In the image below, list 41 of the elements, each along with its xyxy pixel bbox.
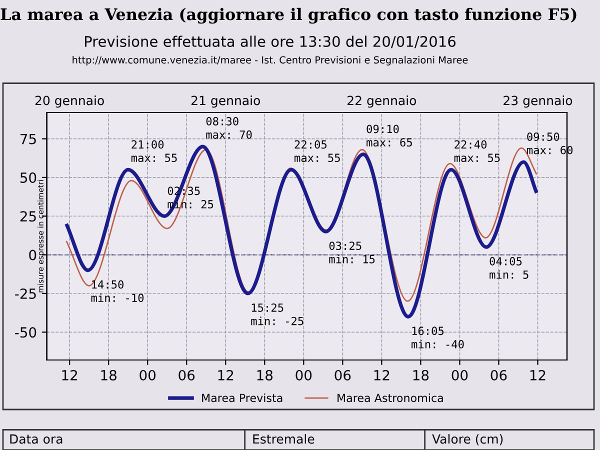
text: Data ora — [10, 434, 62, 444]
annotation: 08:30 max: 70 — [206, 117, 252, 139]
annotation: 03:25 min: 15 — [329, 242, 375, 264]
chart-title: La marea a Venezia (aggiornare il grafico con tasto funzione F5) — [0, 8, 576, 24]
legend-label: Marea Prevista — [202, 394, 282, 402]
y-tick-label: -25 — [15, 288, 36, 299]
x-tick-label: 12 — [218, 370, 234, 380]
x-tick-label: 18 — [413, 370, 429, 380]
x-tick-label: 06 — [490, 370, 507, 380]
x-tick-label: 12 — [530, 370, 546, 380]
y-tick-label: 0 — [29, 250, 36, 260]
x-tick-label: 18 — [101, 370, 116, 380]
x-tick-label: 06 — [178, 370, 195, 380]
text: Valore (cm) — [432, 434, 503, 446]
text: Estremale — [253, 434, 314, 444]
annotation: 04:05 min: 5 — [490, 257, 528, 279]
x-tick-label: 18 — [257, 370, 273, 380]
y-tick-label: 25 — [20, 211, 36, 222]
x-tick-label: 12 — [62, 370, 78, 380]
x2-tick-label: 22 gennaio — [348, 96, 416, 108]
annotation: 14:50 min: -10 — [91, 280, 144, 302]
x2-tick-label: 23 gennaio — [504, 96, 572, 108]
chart-subtitle: Previsione effettuata alle ore 13:30 del 20/01/2016 — [84, 36, 456, 48]
y-tick-label: 75 — [20, 134, 36, 144]
y-tick-label: -50 — [15, 327, 36, 338]
x-tick-label: 00 — [296, 370, 312, 380]
annotation: 15:25 min: -25 — [251, 303, 304, 326]
x-tick-label: 06 — [334, 370, 351, 380]
annotation: 22:40 max: 55 — [454, 140, 500, 162]
x-tick-label: 12 — [374, 370, 390, 380]
annotation: 21:00 max: 55 — [131, 140, 177, 162]
annotation: 16:05 min: -40 — [412, 326, 464, 348]
legend-label: Marea Astronomica — [338, 394, 443, 402]
annotation: 09:10 max: 65 — [366, 124, 412, 147]
x2-tick-label: 21 gennaio — [191, 96, 260, 108]
y-tick-label: 50 — [20, 172, 36, 183]
annotation: 22:05 max: 55 — [294, 140, 340, 162]
x-tick-label: 00 — [140, 370, 156, 380]
text: http://www.comune.venezia.it/maree - Ist. Centro Previsioni e Segnalazioni Maree — [72, 56, 468, 66]
x2-tick-label: 20 gennaio — [35, 96, 104, 108]
x-tick-label: 00 — [452, 370, 468, 380]
